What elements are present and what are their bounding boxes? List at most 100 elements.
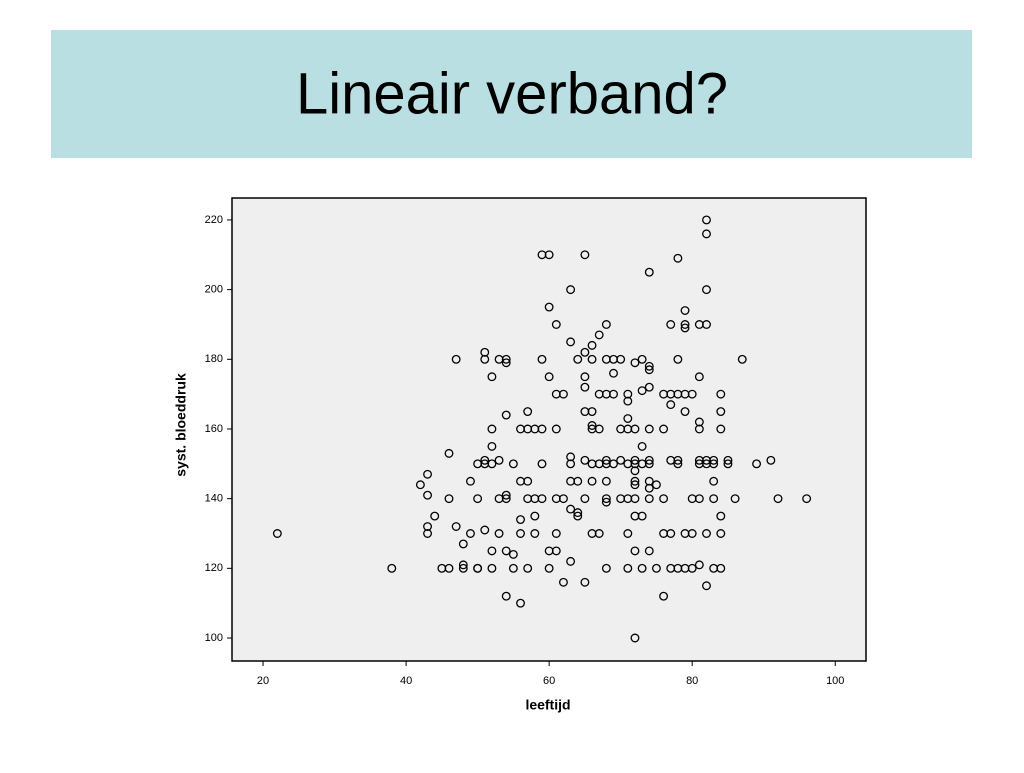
point xyxy=(551,546,561,556)
point xyxy=(752,459,762,469)
point xyxy=(680,323,690,333)
point xyxy=(687,563,697,573)
point xyxy=(737,354,747,364)
point xyxy=(666,320,676,329)
point xyxy=(415,480,425,490)
point xyxy=(702,229,711,239)
point xyxy=(623,529,633,538)
point xyxy=(644,494,654,504)
point xyxy=(580,347,590,357)
point xyxy=(594,424,604,434)
point xyxy=(523,476,533,486)
point xyxy=(387,563,397,573)
point xyxy=(501,490,511,500)
point xyxy=(687,389,697,399)
point xyxy=(716,389,726,399)
y-tick-label: 220 xyxy=(205,214,223,226)
y-tick-label: 140 xyxy=(205,493,223,505)
point xyxy=(573,511,583,521)
point xyxy=(580,577,590,587)
point xyxy=(566,459,576,469)
point xyxy=(680,407,690,417)
point xyxy=(637,511,647,521)
point xyxy=(609,368,618,378)
point xyxy=(516,598,525,608)
point xyxy=(694,494,704,504)
point xyxy=(709,455,719,465)
point xyxy=(666,400,676,410)
point xyxy=(508,459,518,469)
point xyxy=(644,483,654,493)
point xyxy=(709,494,719,504)
point xyxy=(480,354,490,364)
point xyxy=(444,448,454,458)
point xyxy=(558,577,568,587)
point xyxy=(644,424,654,434)
point xyxy=(630,494,640,504)
point xyxy=(601,320,611,329)
y-axis-label: syst. bloeddruk xyxy=(173,373,189,477)
point xyxy=(680,306,690,315)
x-axis-label: leeftijd xyxy=(525,697,570,713)
point xyxy=(523,563,533,573)
point xyxy=(644,455,654,465)
x-tick-label: 80 xyxy=(686,675,698,687)
point xyxy=(423,529,433,538)
point xyxy=(473,563,483,573)
point xyxy=(473,494,483,504)
point xyxy=(587,407,597,417)
point xyxy=(573,354,583,364)
point xyxy=(723,459,733,469)
point xyxy=(508,563,518,573)
point xyxy=(623,414,633,423)
x-tick-label: 100 xyxy=(826,675,844,687)
point xyxy=(551,320,561,329)
point xyxy=(573,508,583,518)
point xyxy=(487,546,497,556)
point xyxy=(544,372,554,382)
point xyxy=(716,511,726,521)
point xyxy=(644,267,654,277)
point xyxy=(466,529,475,538)
point xyxy=(673,455,683,465)
point xyxy=(458,539,468,549)
point xyxy=(594,330,604,340)
point xyxy=(630,466,640,476)
point xyxy=(630,358,640,368)
point xyxy=(630,455,640,465)
point xyxy=(644,382,654,392)
point xyxy=(623,563,633,573)
point xyxy=(537,459,547,469)
point xyxy=(537,424,547,434)
point xyxy=(587,476,597,486)
point xyxy=(637,441,647,451)
point xyxy=(601,563,611,573)
point xyxy=(630,424,640,434)
point xyxy=(666,529,676,538)
point xyxy=(558,494,568,504)
point xyxy=(659,494,669,504)
point xyxy=(516,529,525,538)
point xyxy=(480,525,490,535)
point xyxy=(537,494,547,504)
point xyxy=(601,476,611,486)
point xyxy=(587,354,597,364)
x-tick-label: 60 xyxy=(543,675,555,687)
point xyxy=(616,455,626,465)
point xyxy=(601,497,611,507)
point xyxy=(544,250,554,260)
point xyxy=(594,529,604,538)
point xyxy=(601,455,611,465)
point xyxy=(501,410,511,420)
point xyxy=(566,504,576,514)
point xyxy=(694,372,704,382)
point xyxy=(630,633,640,643)
point xyxy=(709,476,719,486)
point xyxy=(566,556,576,566)
point xyxy=(580,372,590,382)
point xyxy=(544,302,554,312)
x-tick-label: 20 xyxy=(257,675,269,687)
point xyxy=(673,354,683,364)
point xyxy=(651,563,661,573)
point xyxy=(644,361,654,371)
